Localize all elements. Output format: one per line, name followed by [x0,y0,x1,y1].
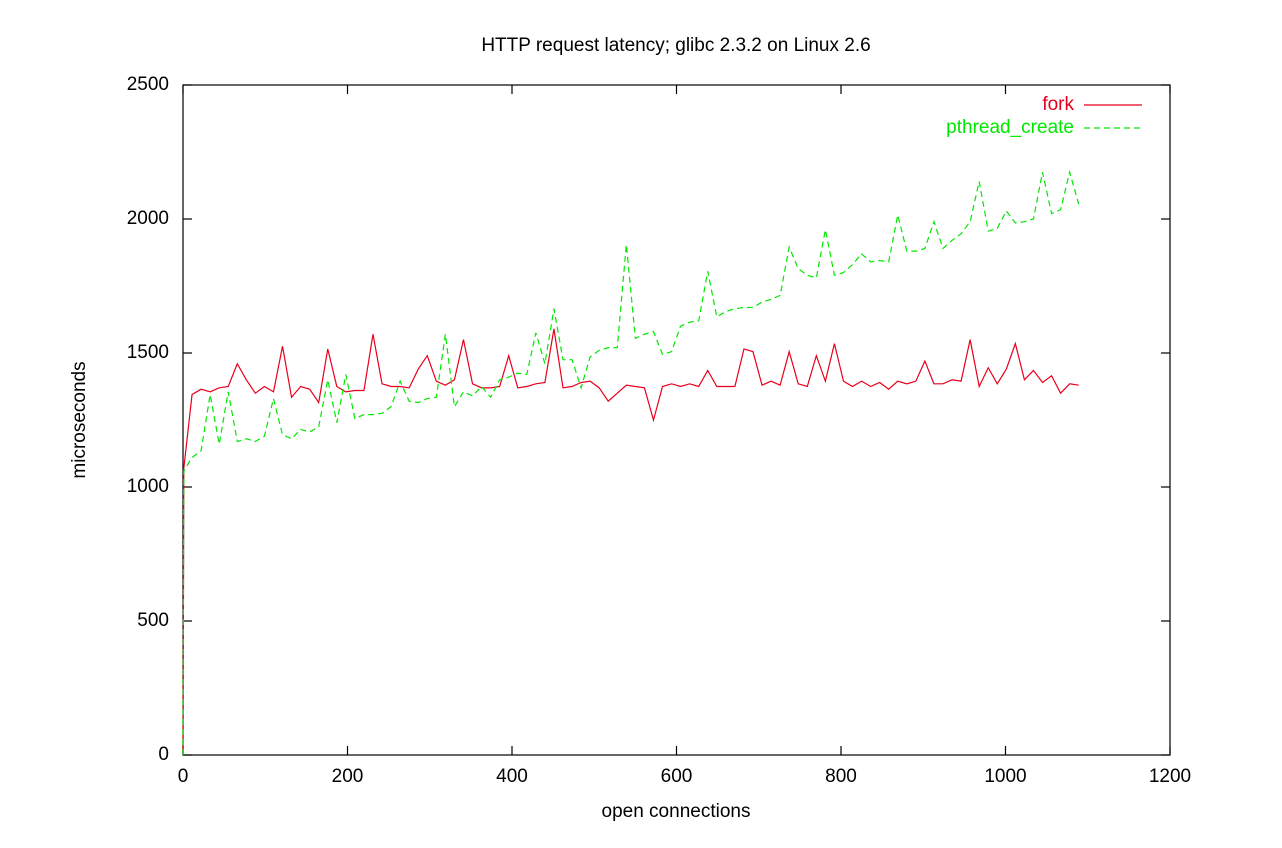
y-axis-label: microseconds [69,361,90,478]
x-tick-label: 400 [496,766,528,787]
x-tick-label: 1200 [1149,766,1191,787]
y-tick-label: 500 [137,610,169,631]
x-tick-label: 800 [825,766,857,787]
y-tick-label: 1500 [127,342,169,363]
x-axis-label: open connections [602,801,751,822]
x-tick-label: 0 [178,766,189,787]
series-line [182,328,1079,756]
legend-label: fork [1042,94,1074,115]
chart-title: HTTP request latency; glibc 2.3.2 on Lin… [481,35,870,56]
x-tick-label: 200 [332,766,364,787]
series-line [182,169,1080,756]
legend-label: pthread_create [946,117,1074,138]
y-tick-label: 1000 [127,476,169,497]
y-tick-label: 0 [158,744,169,765]
x-tick-label: 1000 [984,766,1026,787]
plot-frame [182,84,1171,756]
y-tick-label: 2000 [127,208,169,229]
y-tick-label: 2500 [127,74,169,95]
x-tick-label: 600 [661,766,693,787]
